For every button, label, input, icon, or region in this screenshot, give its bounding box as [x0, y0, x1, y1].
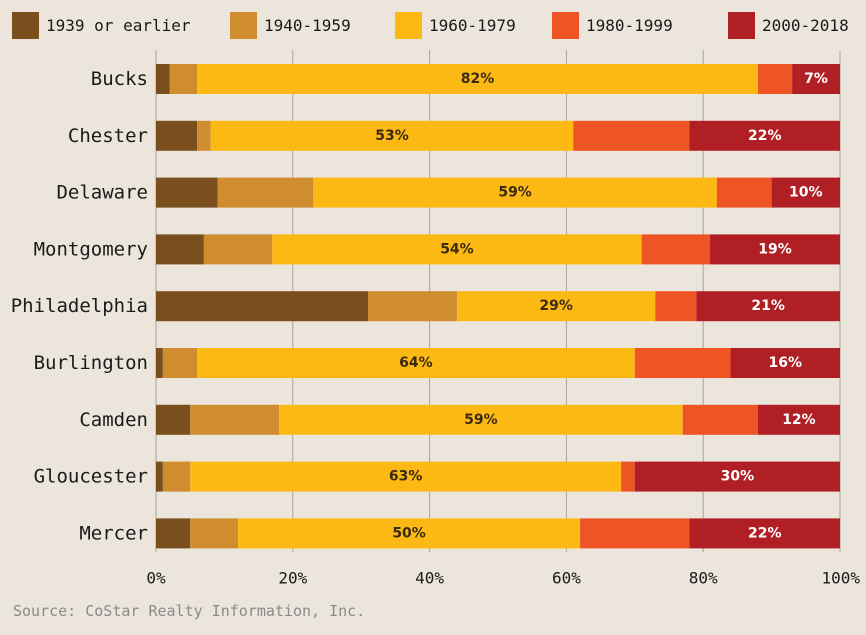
legend-item: 2000-2018	[728, 10, 849, 40]
bar-segment	[162, 348, 198, 378]
category-label: Burlington	[34, 352, 148, 374]
source-note: Source: CoStar Realty Information, Inc.	[13, 602, 366, 620]
data-label: 7%	[804, 71, 828, 87]
bar-segment	[210, 120, 574, 151]
bar-segment	[689, 518, 840, 549]
bar-segment	[272, 234, 642, 265]
bar-segment	[792, 64, 840, 94]
data-label: 22%	[748, 525, 782, 541]
bar-segment	[217, 177, 314, 208]
data-label: 54%	[440, 241, 474, 257]
category-label: Camden	[79, 409, 148, 431]
bar-segment	[313, 177, 717, 208]
legend-swatch	[552, 11, 579, 39]
category-label: Gloucester	[34, 466, 148, 488]
bar-segment	[156, 461, 163, 492]
bar-segment	[634, 461, 840, 492]
data-label: 59%	[464, 412, 498, 428]
bar-segment	[197, 348, 635, 378]
data-label: 22%	[748, 128, 782, 144]
bar-segment	[573, 120, 690, 151]
bar-segment	[156, 518, 191, 549]
data-label: 50%	[392, 525, 426, 541]
data-label: 53%	[375, 128, 409, 144]
bar-segment	[634, 348, 731, 378]
legend-item: 1960-1979	[395, 10, 516, 40]
legend-label: 1960-1979	[429, 15, 516, 35]
bar-segment	[190, 518, 239, 549]
legend-swatch	[728, 11, 755, 39]
data-label: 82%	[461, 71, 495, 87]
bar-segment	[456, 291, 656, 322]
bar-segment	[368, 291, 457, 322]
x-tick-label: 40%	[415, 569, 444, 588]
category-label: Montgomery	[34, 238, 148, 260]
bar-segment	[682, 404, 758, 435]
bar-segment	[730, 348, 840, 378]
bar-segment	[156, 120, 198, 151]
x-tick-label: 100%	[821, 569, 860, 588]
bar-segment	[156, 404, 191, 435]
bar-segment	[203, 234, 273, 265]
bars	[156, 64, 840, 549]
data-label: 63%	[389, 469, 423, 485]
bar-segment	[716, 177, 772, 208]
legend: 1939 or earlier 1940-1959 1960-1979 1980-19…	[12, 10, 862, 40]
legend-item: 1940-1959	[230, 10, 351, 40]
bar-segment	[156, 234, 204, 265]
bar-segment	[580, 518, 690, 549]
data-label: 10%	[789, 185, 823, 201]
bar-segment	[696, 291, 840, 322]
data-label: 12%	[782, 412, 816, 428]
bar-segment	[156, 291, 369, 322]
category-label: Chester	[68, 125, 148, 147]
legend-label: 1980-1999	[586, 15, 673, 35]
x-tick-label: 20%	[278, 569, 307, 588]
bar-segment	[757, 64, 793, 94]
bar-segment	[655, 291, 697, 322]
bar-segment	[710, 234, 840, 265]
bar-segment	[190, 404, 280, 435]
data-label: 19%	[758, 241, 792, 257]
data-label: 21%	[751, 298, 785, 314]
data-label: 59%	[498, 185, 532, 201]
data-label: 64%	[399, 355, 433, 371]
bar-segment	[190, 461, 622, 492]
category-label: Delaware	[56, 182, 148, 204]
bar-segment	[238, 518, 581, 549]
data-label: 30%	[721, 469, 755, 485]
bar-segment	[621, 461, 635, 492]
bar-segment	[279, 404, 683, 435]
x-tick-label: 80%	[689, 569, 718, 588]
bar-segment	[156, 177, 218, 208]
legend-swatch	[230, 11, 257, 39]
legend-swatch	[12, 11, 39, 39]
category-label: Philadelphia	[11, 295, 148, 317]
data-label: 16%	[769, 355, 803, 371]
bar-segment	[162, 461, 191, 492]
bar-segment	[169, 64, 198, 94]
category-label: Bucks	[91, 68, 148, 90]
bar-segment	[197, 120, 211, 151]
legend-label: 2000-2018	[762, 15, 849, 35]
bar-segment	[641, 234, 711, 265]
bar-segment	[771, 177, 840, 208]
legend-swatch	[395, 11, 422, 39]
legend-item: 1939 or earlier	[12, 10, 191, 40]
bar-segment	[689, 120, 840, 151]
bar-segment	[757, 404, 840, 435]
x-tick-label: 0%	[146, 569, 166, 588]
bar-segment	[156, 64, 170, 94]
legend-label: 1939 or earlier	[46, 15, 191, 35]
x-tick-label: 60%	[552, 569, 581, 588]
bar-segment	[156, 348, 163, 378]
category-label: Mercer	[79, 522, 148, 544]
legend-label: 1940-1959	[264, 15, 351, 35]
legend-item: 1980-1999	[552, 10, 673, 40]
data-label: 29%	[539, 298, 573, 314]
bar-segment	[197, 64, 758, 94]
